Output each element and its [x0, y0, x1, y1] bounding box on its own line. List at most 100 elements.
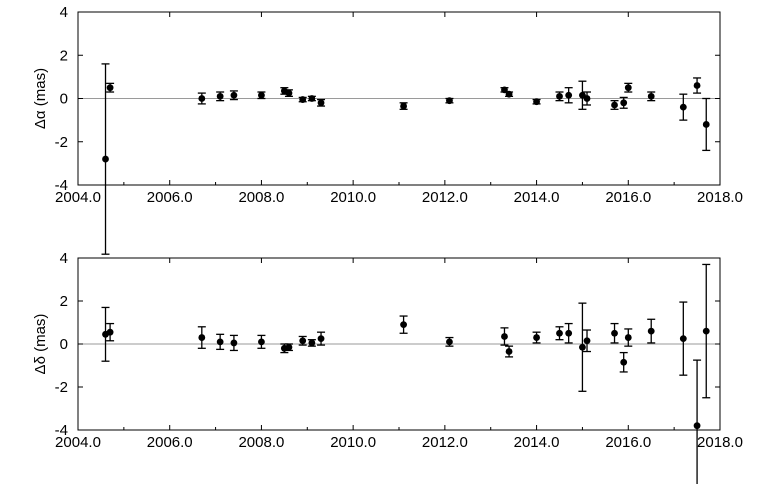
- x-tick-label: 2010.0: [330, 434, 376, 451]
- y-tick-label: 2: [60, 47, 68, 64]
- x-tick-label: 2010.0: [330, 189, 376, 206]
- data-marker: [565, 91, 573, 99]
- data-point: [216, 333, 225, 351]
- x-tick-label: 2016.0: [605, 189, 651, 206]
- data-marker: [556, 329, 563, 337]
- data-point: [583, 329, 592, 353]
- y-tick-label: 2: [60, 293, 68, 310]
- data-marker: [565, 329, 573, 337]
- data-point: [555, 326, 564, 341]
- data-marker: [583, 95, 591, 102]
- data-point: [564, 322, 573, 344]
- data-point: [532, 98, 541, 106]
- y-axis-label: Δα (mas): [32, 68, 49, 129]
- x-tick-label: 2014.0: [514, 189, 560, 206]
- data-point: [693, 77, 702, 94]
- data-marker: [299, 337, 307, 345]
- data-marker: [102, 155, 109, 163]
- data-point: [307, 95, 316, 102]
- data-point: [307, 339, 316, 347]
- data-point: [564, 87, 573, 104]
- data-point: [624, 328, 633, 347]
- data-marker: [533, 334, 540, 341]
- data-marker: [198, 334, 206, 341]
- data-marker: [317, 335, 325, 343]
- y-tick-label: -4: [55, 422, 68, 439]
- data-marker: [611, 101, 618, 109]
- data-marker: [230, 91, 238, 99]
- data-marker: [624, 84, 632, 92]
- data-marker: [400, 102, 407, 110]
- y-axis-label: Δδ (mas): [32, 314, 49, 375]
- data-marker: [620, 99, 628, 107]
- data-marker: [198, 95, 206, 102]
- data-point: [216, 91, 225, 102]
- data-point: [500, 327, 509, 346]
- x-tick-label: 2012.0: [422, 434, 468, 451]
- data-point: [679, 301, 688, 376]
- data-marker: [579, 343, 586, 351]
- data-marker: [317, 99, 325, 107]
- data-point: [647, 318, 656, 344]
- data-point: [532, 331, 541, 344]
- data-point: [317, 98, 326, 107]
- data-point: [106, 82, 115, 93]
- x-tick-label: 2008.0: [238, 189, 284, 206]
- data-point: [298, 335, 307, 346]
- x-tick-label: 2006.0: [147, 434, 193, 451]
- y-tick-label: 0: [60, 336, 68, 353]
- data-point: [197, 92, 206, 105]
- data-marker: [693, 422, 701, 430]
- data-marker: [400, 321, 407, 329]
- x-tick-label: 2012.0: [422, 189, 468, 206]
- data-point: [619, 96, 628, 109]
- data-point: [702, 97, 711, 152]
- data-point: [693, 359, 702, 484]
- data-marker: [308, 339, 316, 347]
- data-marker: [679, 103, 687, 111]
- data-point: [679, 93, 688, 121]
- data-point: [399, 315, 408, 334]
- data-marker: [258, 91, 265, 99]
- y-tick-label: -2: [55, 379, 68, 396]
- data-point: [229, 334, 238, 352]
- panel-delta-alpha: 2004.0 2006.0 2008.0 2010.0 2012.0 2014.0 2016…: [32, 4, 743, 255]
- data-point: [106, 322, 115, 342]
- data-point: [555, 91, 564, 102]
- data-point: [101, 63, 110, 255]
- data-point: [445, 97, 454, 105]
- data-point: [445, 336, 454, 347]
- data-marker: [285, 343, 293, 351]
- data-marker: [647, 92, 655, 100]
- data-point: [399, 102, 408, 110]
- x-tick-label: 2006.0: [147, 189, 193, 206]
- data-point: [583, 91, 592, 106]
- data-marker: [505, 90, 513, 98]
- data-marker: [299, 96, 307, 103]
- x-tick-label: 2004.0: [55, 189, 101, 206]
- data-marker: [583, 337, 591, 345]
- data-marker: [624, 334, 632, 341]
- data-point: [257, 91, 266, 100]
- data-marker: [501, 333, 508, 340]
- data-marker: [679, 335, 687, 343]
- data-point: [610, 322, 619, 344]
- data-point: [702, 263, 711, 399]
- data-marker: [106, 84, 114, 92]
- data-marker: [647, 327, 655, 335]
- data-point: [500, 86, 509, 94]
- data-marker: [446, 97, 453, 105]
- data-marker: [693, 82, 701, 89]
- data-marker: [258, 338, 265, 346]
- data-point: [284, 89, 293, 97]
- data-point: [624, 82, 633, 93]
- data-point: [229, 90, 238, 101]
- data-marker: [702, 121, 710, 128]
- data-marker: [308, 95, 316, 102]
- panel-delta-delta: 2004.0 2006.0 2008.0 2010.0 2012.0 2014.0 2016…: [32, 250, 743, 484]
- data-marker: [106, 328, 114, 336]
- data-marker: [702, 327, 710, 335]
- data-marker: [611, 329, 618, 337]
- data-point: [284, 343, 293, 352]
- data-point: [578, 302, 587, 392]
